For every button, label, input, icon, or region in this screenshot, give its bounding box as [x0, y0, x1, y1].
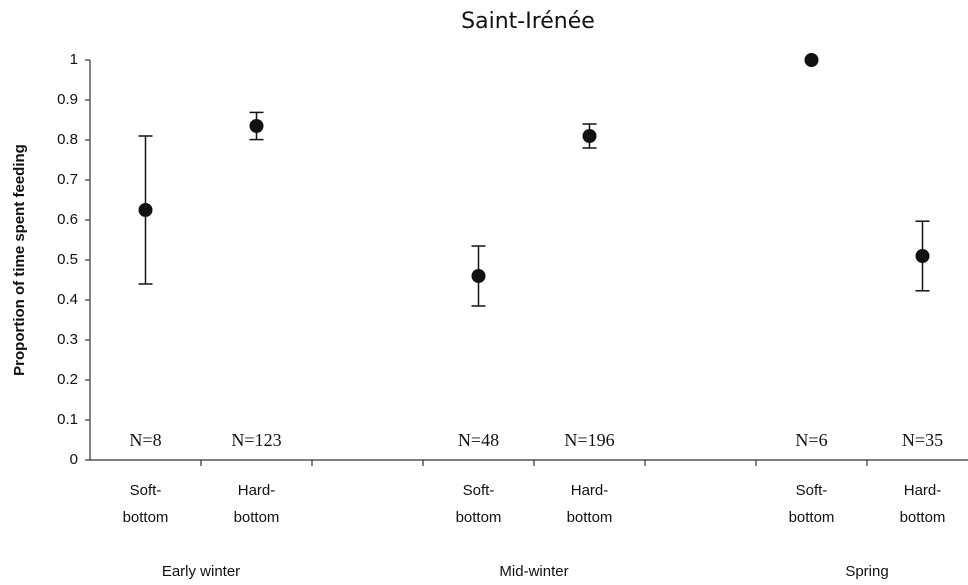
- x-tick-label: Hard-: [904, 482, 942, 499]
- x-tick-label: Soft-: [796, 482, 828, 499]
- y-tick-label: 0.7: [57, 171, 78, 188]
- n-label: N=123: [231, 430, 281, 450]
- x-tick-label: Hard-: [238, 482, 276, 499]
- group-label: Early winter: [162, 563, 240, 580]
- y-tick-label: 0.9: [57, 91, 78, 108]
- x-tick-label: bottom: [456, 509, 502, 526]
- y-tick-label: 0.8: [57, 131, 78, 148]
- y-tick-label: 0.3: [57, 331, 78, 348]
- x-tick-label: bottom: [567, 509, 613, 526]
- y-tick-label: 0.1: [57, 411, 78, 428]
- y-tick-label: 0.5: [57, 251, 78, 268]
- point: [582, 129, 597, 143]
- y-tick-label: 0.2: [57, 371, 78, 388]
- x-tick-label: Soft-: [463, 482, 495, 499]
- x-tick-label: Hard-: [571, 482, 609, 499]
- point: [471, 269, 486, 283]
- point: [804, 53, 819, 67]
- n-label: N=8: [129, 430, 161, 450]
- y-tick-label: 0.6: [57, 211, 78, 228]
- x-tick-label: bottom: [900, 509, 946, 526]
- point: [249, 119, 264, 133]
- chart-title: Saint-Irénée: [461, 9, 595, 34]
- point: [138, 203, 153, 217]
- n-label: N=35: [902, 430, 943, 450]
- point: [915, 249, 930, 263]
- y-tick-label: 0: [70, 451, 78, 468]
- group-label: Spring: [845, 563, 888, 580]
- group-label: Mid-winter: [499, 563, 568, 580]
- n-label: N=48: [458, 430, 499, 450]
- n-label: N=6: [795, 430, 827, 450]
- y-tick-label: 0.4: [57, 291, 78, 308]
- x-tick-label: bottom: [789, 509, 835, 526]
- n-label: N=196: [564, 430, 614, 450]
- x-tick-label: Soft-: [130, 482, 162, 499]
- x-tick-label: bottom: [234, 509, 280, 526]
- x-tick-label: bottom: [123, 509, 169, 526]
- y-tick-label: 1: [70, 51, 78, 68]
- y-axis-label: Proportion of time spent feeding: [11, 144, 28, 376]
